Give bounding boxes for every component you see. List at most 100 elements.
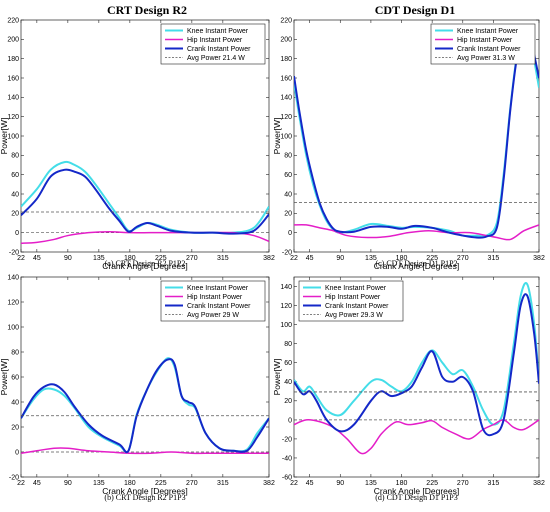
x-tick-label: 45 [306,255,314,262]
legend-label-hip: Hip Instant Power [325,294,381,301]
y-tick-label: 100 [7,133,19,140]
series-layer [294,282,539,455]
x-tick-label: 382 [263,255,275,262]
x-tick-label: 22 [17,255,25,262]
series-line-crank [21,358,269,454]
chart-panel-1: -20 0 20 40 60 80 100 120 140 160 180 200 220 22 45 90 1… [0,17,275,271]
legend-label-knee: Knee Instant Power [325,285,387,292]
series-line-knee [21,357,269,454]
x-tick-label: 315 [488,480,500,487]
y-tick-label: 20 [284,211,292,218]
y-tick-label: 40 [11,191,19,198]
y-tick-label: 60 [284,172,292,179]
y-tick-label: 120 [280,114,292,121]
series-line-crank [21,168,269,235]
x-tick-label: 382 [533,480,545,487]
y-tick-label: -20 [9,249,19,256]
legend-label-crank: Crank Instant Power [187,46,251,53]
y-tick-label: 0 [15,449,19,456]
legend: Knee Instant Power Hip Instant Power Crank… [160,23,266,65]
y-tick-label: 20 [11,424,19,431]
y-axis-label: Power[W] [0,118,9,155]
series-layer [21,160,269,245]
y-tick-label: 120 [7,114,19,121]
legend-label-avg: Avg Power 31.3 W [457,55,515,62]
y-tick-label: 180 [280,56,292,63]
series-line-hip [294,223,539,241]
x-tick-label: 225 [155,255,167,262]
x-tick-label: 135 [93,480,105,487]
y-tick-label: 120 [280,303,292,310]
chart-panel-2: -20 0 20 40 60 80 100 120 140 160 180 200 220 22 45 90 1… [272,17,545,271]
x-tick-label: 270 [186,255,198,262]
legend-label-avg: Avg Power 29 W [187,312,239,319]
column-title-cdt: CDT Design D1 [375,3,455,17]
x-tick-label: 90 [336,255,344,262]
chart-panel-3: -20 0 20 40 60 80 100 120 140 22 45 90 135 180 225 270 3… [0,274,275,502]
y-tick-label: 100 [7,324,19,331]
y-tick-label: 40 [284,379,292,386]
legend-label-knee: Knee Instant Power [187,28,249,35]
y-tick-label: 160 [7,75,19,82]
y-tick-label: 140 [7,274,19,281]
y-tick-label: 0 [15,230,19,237]
x-tick-label: 315 [488,255,500,262]
y-tick-label: 40 [284,191,292,198]
y-tick-label: 100 [280,133,292,140]
legend: Knee Instant Power Hip Instant Power Crank… [160,280,266,322]
y-tick-label: 60 [11,172,19,179]
y-tick-label: 60 [11,374,19,381]
y-tick-label: 80 [11,349,19,356]
x-tick-label: 22 [290,255,298,262]
x-tick-label: 45 [33,255,41,262]
x-tick-label: 45 [33,480,41,487]
chart-panel-4: -60 -40 -20 0 20 40 60 80 100 120 140 22 45 90 135 180 2… [272,276,545,502]
y-tick-label: 0 [288,230,292,237]
legend-label-avg: Avg Power 21.4 W [187,55,245,62]
x-axis-label: Crank Angle [Degrees] [102,261,188,271]
x-axis-label: Crank Angle [Degrees] [374,261,460,271]
y-tick-label: -40 [282,455,292,462]
x-tick-label: 135 [365,480,377,487]
y-tick-label: 100 [280,322,292,329]
x-tick-label: 90 [336,480,344,487]
y-tick-label: 120 [7,299,19,306]
y-tick-label: 20 [11,211,19,218]
legend-label-knee: Knee Instant Power [457,28,519,35]
series-line-hip [21,230,269,245]
y-tick-label: 220 [280,17,292,24]
x-tick-label: 180 [396,480,408,487]
y-tick-label: 160 [280,75,292,82]
x-tick-label: 270 [186,480,198,487]
chart-caption: (d) CDT Design D1 P1P3 [375,493,458,502]
x-tick-label: 382 [263,480,275,487]
y-tick-label: -20 [9,474,19,481]
y-tick-label: 80 [284,153,292,160]
x-tick-label: 180 [124,255,136,262]
y-tick-label: 140 [280,284,292,291]
y-tick-label: 80 [11,153,19,160]
legend-label-hip: Hip Instant Power [457,37,513,44]
y-tick-label: 220 [7,17,19,24]
x-tick-label: 90 [64,255,72,262]
legend-label-hip: Hip Instant Power [187,37,243,44]
y-tick-label: 200 [280,37,292,44]
x-tick-label: 45 [306,480,314,487]
x-tick-label: 270 [457,255,469,262]
legend-label-avg: Avg Power 29.3 W [325,312,383,319]
y-tick-label: -20 [282,249,292,256]
legend-label-knee: Knee Instant Power [187,285,249,292]
series-line-crank [294,293,539,437]
x-tick-label: 225 [426,480,438,487]
x-axis-label: Crank Angle [Degrees] [374,486,460,496]
y-tick-label: 60 [284,360,292,367]
chart-caption: (a) CRT Design R2 P1P2 [105,259,186,268]
series-line-hip [294,419,539,455]
legend: Knee Instant Power Hip Instant Power Crank… [430,23,536,65]
y-tick-label: 140 [7,95,19,102]
x-tick-label: 22 [290,480,298,487]
column-title-crt: CRT Design R2 [107,3,187,17]
x-tick-label: 315 [217,480,229,487]
x-tick-label: 180 [396,255,408,262]
